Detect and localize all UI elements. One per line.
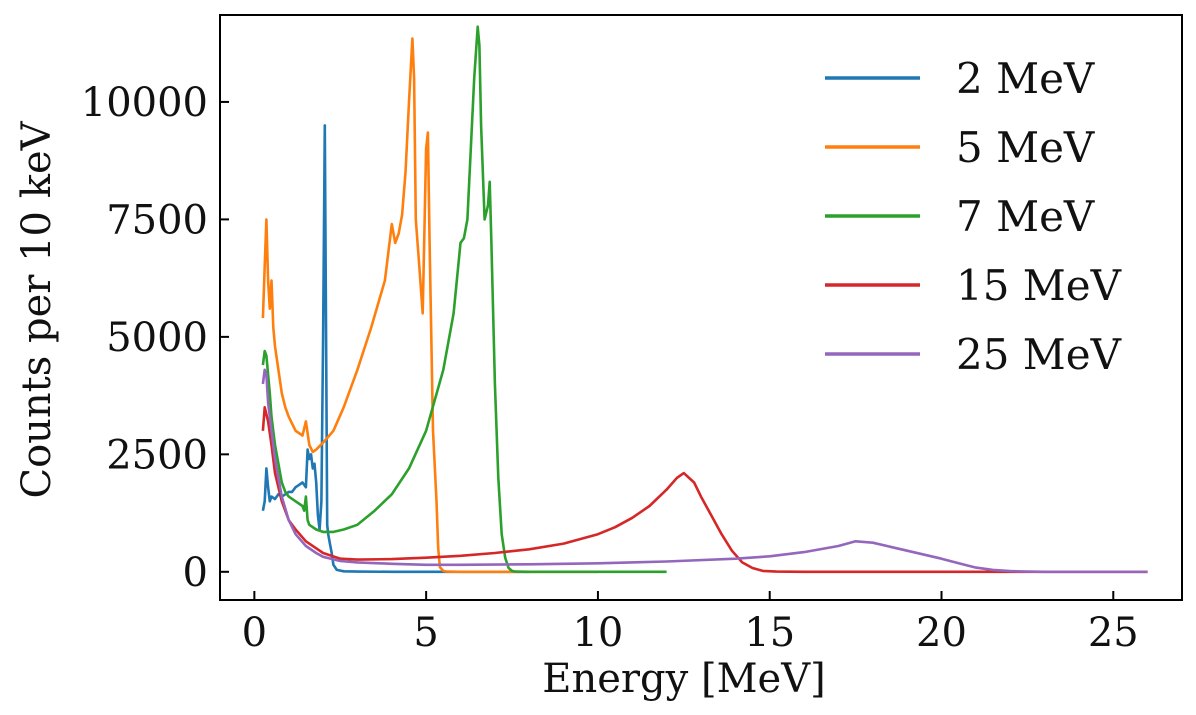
y-tick-label: 5000 [106, 315, 208, 361]
legend-label-15-mev: 15 MeV [956, 261, 1122, 310]
x-tick-label: 25 [1088, 610, 1139, 656]
x-axis-title: Energy [MeV] [542, 656, 825, 702]
legend-label-2-mev: 2 MeV [956, 54, 1095, 103]
x-tick-label: 0 [242, 610, 267, 656]
x-tick-label: 15 [744, 610, 795, 656]
legend: 2 MeV 5 MeV 7 MeV 15 MeV 25 MeV [825, 54, 1122, 379]
x-tick-label: 20 [916, 610, 967, 656]
y-tick-label: 10000 [81, 80, 208, 126]
series-line-5-mev [261, 37, 598, 574]
x-tick-label: 10 [572, 610, 623, 656]
y-tick-label: 0 [183, 550, 208, 596]
y-tick-label: 7500 [106, 197, 208, 243]
legend-label-25-mev: 25 MeV [956, 330, 1122, 379]
plot-frame [219, 14, 1183, 601]
y-axis-title: Counts per 10 keV [14, 120, 60, 498]
y-tick-label: 2500 [106, 432, 208, 478]
series-line-25-mev [261, 368, 1148, 574]
series-layer [261, 25, 1148, 574]
series-line-2-mev [261, 124, 530, 574]
tick-layer: 0 5 10 15 20 25 0 2500 5000 7500 10000 [81, 80, 1139, 656]
legend-label-7-mev: 7 MeV [956, 192, 1095, 241]
x-tick-label: 5 [413, 610, 438, 656]
legend-label-5-mev: 5 MeV [956, 123, 1095, 172]
series-line-7-mev [261, 25, 667, 574]
